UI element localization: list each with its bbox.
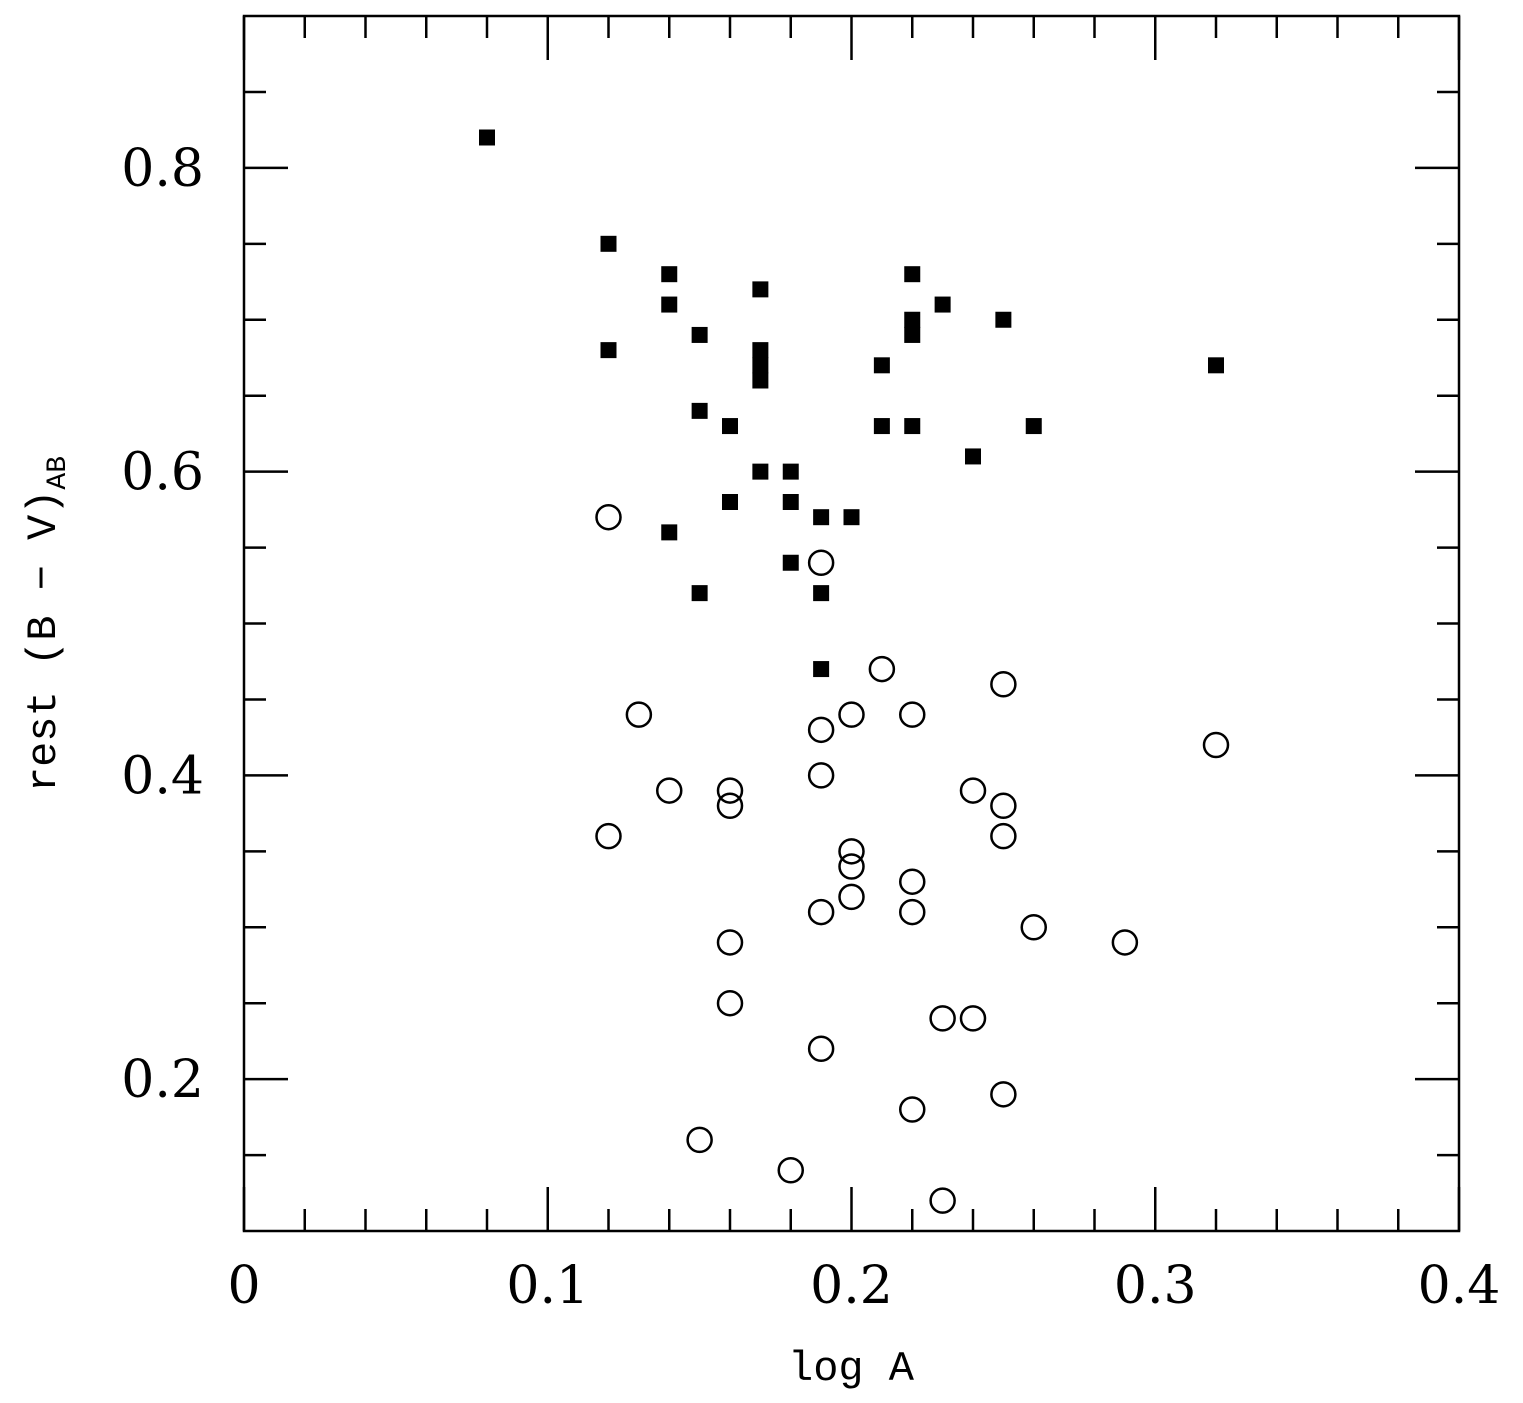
y-tick-label: 0.6 <box>121 443 204 503</box>
point <box>990 1081 1017 1108</box>
x-axis-label: log A <box>788 1345 915 1393</box>
point <box>691 326 708 343</box>
point <box>813 585 830 602</box>
point <box>807 898 835 926</box>
point <box>1208 357 1224 374</box>
point <box>807 716 835 744</box>
point <box>722 418 738 435</box>
x-tick-label: 0.4 <box>1418 1256 1501 1316</box>
x-tick-label: 0.3 <box>1114 1256 1197 1316</box>
point <box>479 129 495 146</box>
point <box>661 524 678 541</box>
point <box>656 777 683 804</box>
point <box>899 898 926 926</box>
point <box>1111 929 1139 956</box>
point <box>716 777 744 804</box>
x-tick-label: 0.2 <box>810 1256 893 1316</box>
y-tick-label: 0.4 <box>121 746 204 806</box>
x-tick-label: 0.1 <box>506 1256 589 1316</box>
point <box>965 448 981 465</box>
point <box>899 701 926 728</box>
point <box>990 671 1017 698</box>
point <box>904 418 921 435</box>
point <box>838 838 865 865</box>
point <box>752 342 769 359</box>
point <box>899 1096 926 1123</box>
point <box>868 655 896 683</box>
point <box>752 357 769 374</box>
point <box>691 402 708 419</box>
point <box>716 989 744 1017</box>
x-tick-label: 0 <box>227 1256 260 1316</box>
point <box>595 503 622 531</box>
point <box>843 509 860 526</box>
point <box>899 868 926 895</box>
point <box>807 549 835 576</box>
point <box>838 883 865 911</box>
point <box>595 822 622 850</box>
point <box>600 342 617 359</box>
point <box>929 1005 956 1032</box>
point <box>752 463 769 480</box>
point <box>904 311 921 328</box>
point <box>1202 731 1230 759</box>
point <box>722 494 738 510</box>
point <box>990 822 1017 850</box>
point <box>934 296 951 313</box>
point <box>752 372 769 389</box>
point <box>807 1035 835 1062</box>
point <box>807 762 835 789</box>
y-axis-label-main: rest (B − V) <box>20 490 68 792</box>
point <box>990 792 1017 819</box>
point <box>782 494 799 510</box>
point <box>752 281 769 298</box>
point <box>995 311 1012 328</box>
point <box>661 266 678 283</box>
point <box>1020 914 1047 941</box>
point <box>873 418 890 435</box>
point <box>873 357 890 374</box>
plot-frame <box>242 14 1461 1233</box>
point <box>777 1157 804 1184</box>
point <box>716 792 744 819</box>
point <box>782 463 799 480</box>
point <box>838 701 865 728</box>
y-axis-label-subscript: AB <box>43 456 74 490</box>
point <box>904 266 921 283</box>
point <box>782 554 799 571</box>
point <box>600 235 617 252</box>
point <box>959 1005 987 1032</box>
y-tick-label: 0.2 <box>121 1050 204 1110</box>
point <box>904 326 921 343</box>
point <box>661 296 678 313</box>
point <box>716 929 744 956</box>
point <box>686 1126 713 1154</box>
y-tick-label: 0.8 <box>121 139 204 199</box>
point <box>959 777 987 804</box>
point <box>813 509 830 526</box>
point <box>691 585 708 602</box>
y-axis-label: rest (B − V)AB <box>20 456 74 792</box>
point <box>929 1187 956 1214</box>
point <box>838 853 865 880</box>
point <box>1025 418 1042 435</box>
point <box>625 701 653 728</box>
point <box>813 661 830 678</box>
